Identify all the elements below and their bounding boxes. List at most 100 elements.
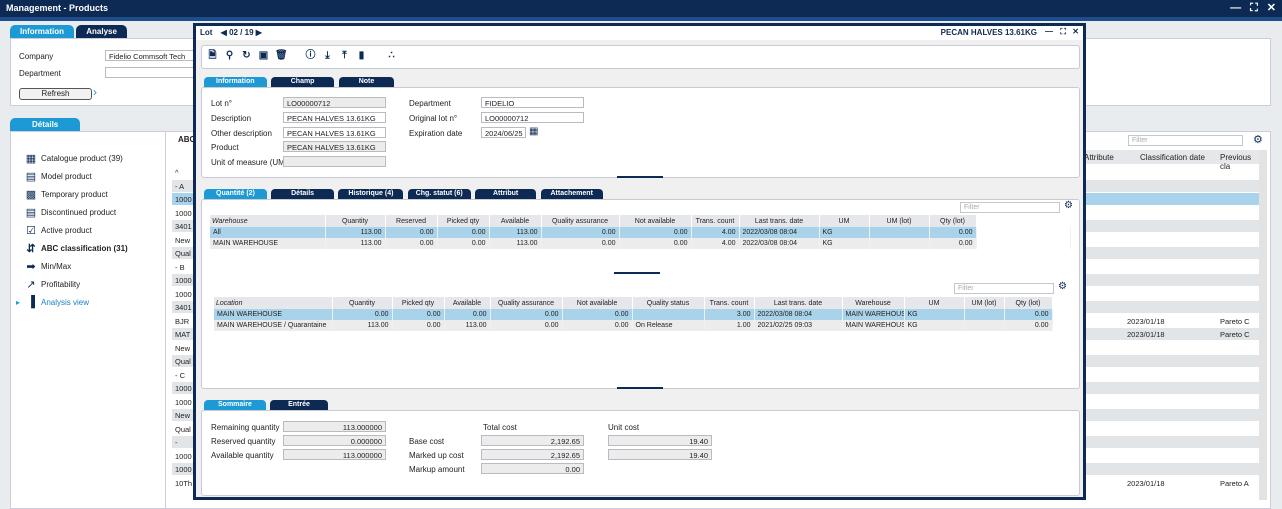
minimize-icon[interactable]: — [1230, 2, 1242, 14]
table-row[interactable]: 1000 [172, 288, 1259, 300]
tab-information[interactable]: Information [10, 25, 74, 38]
table-row[interactable]: New [172, 234, 1259, 246]
grid-header-7[interactable]: Trans. count [704, 297, 755, 309]
new-document-icon[interactable]: 🗎 [208, 50, 217, 61]
tab-attribut[interactable]: Attribut [474, 189, 537, 200]
grid-row[interactable]: MAIN WAREHOUSE / Quarantaine 113.00 0.00 11… [214, 320, 1053, 331]
tab-lot-champ[interactable]: Champ [270, 77, 335, 88]
close-icon[interactable]: ✕ [1266, 2, 1276, 14]
chevron-right-icon[interactable]: › [93, 85, 97, 99]
location-grid-gear-icon[interactable]: ⚙ [1058, 281, 1067, 292]
sidebar-item-0[interactable]: ▦ Catalogue product (39) [25, 152, 123, 165]
grid-header-0[interactable]: Location [214, 297, 333, 309]
tab-sommaire[interactable]: Sommaire [204, 400, 266, 411]
info-icon[interactable]: ⓘ [305, 50, 316, 61]
sidebar-item-3[interactable]: ▤ Discontinued product [25, 206, 116, 219]
tab-details[interactable]: Détails [10, 118, 81, 131]
grid-header-9[interactable]: UM [819, 215, 870, 227]
sidebar-item-7[interactable]: ↗ Profitability [25, 278, 80, 291]
table-row[interactable]: New [172, 342, 1259, 354]
modal-minimize-icon[interactable]: — [1045, 27, 1053, 36]
uom-field[interactable] [283, 156, 386, 167]
grid-header-5[interactable]: Not available [562, 297, 633, 309]
trash-icon[interactable]: 🗑 [275, 50, 288, 61]
expiration-date-field[interactable]: 2024/06/25 [481, 127, 526, 138]
grid-header-9[interactable]: Warehouse [842, 297, 905, 309]
grid-header-7[interactable]: Trans. count [691, 215, 740, 227]
warehouse-grid-gear-icon[interactable]: ⚙ [1064, 200, 1073, 211]
tab-lot-note[interactable]: Note [338, 77, 395, 88]
grid-header-6[interactable]: Quality status [632, 297, 705, 309]
sidebar-item-2[interactable]: ▩ Temporary product [25, 188, 108, 201]
table-row[interactable]: 10Th 2023/01/18 Pareto A [172, 477, 1259, 489]
tab-analyse[interactable]: Analyse [76, 25, 127, 38]
grid-header-2[interactable]: Picked qty [392, 297, 445, 309]
tab-details[interactable]: Détails [271, 189, 335, 200]
location-filter-input[interactable]: Filter [954, 283, 1054, 294]
tab-historique[interactable]: Historique (4) [338, 189, 404, 200]
grid-row[interactable]: MAIN WAREHOUSE 0.00 0.00 0.00 0.00 0.00 3.00 20… [214, 309, 1053, 320]
other-description-field[interactable]: PECAN HALVES 13.61KG [283, 127, 386, 138]
grid-header-2[interactable]: Reserved [385, 215, 438, 227]
tab-attachement[interactable]: Attachement [540, 189, 603, 200]
tab-chg-statut[interactable]: Chg. statut (6) [407, 189, 471, 200]
grid-header-6[interactable]: Not available [619, 215, 692, 227]
table-scrollbar[interactable] [1259, 150, 1267, 500]
grid-header-1[interactable]: Quantity [332, 297, 393, 309]
download-icon[interactable]: ⤓ [325, 50, 330, 61]
col-attribute[interactable]: Attribute [1084, 153, 1114, 162]
grid-row[interactable]: All 113.00 0.00 0.00 113.00 0.00 0.00 4.00 2022/… [210, 227, 1071, 238]
col-classification-date[interactable]: Classification date [1140, 153, 1205, 162]
grid-header-11[interactable]: Qty (lot) [929, 215, 977, 227]
table-filter-input[interactable]: Filter [1128, 135, 1243, 146]
maximize-icon[interactable]: ⛶ [1250, 2, 1258, 14]
description-field[interactable]: PECAN HALVES 13.61KG [283, 112, 386, 123]
table-row[interactable]: 1000 [172, 207, 1259, 219]
product-field[interactable]: PECAN HALVES 13.61KG [283, 141, 386, 152]
hierarchy-icon[interactable]: ∴ [388, 50, 395, 61]
grid-header-12[interactable]: Qty (lot) [1004, 297, 1053, 309]
sidebar-item-5[interactable]: ⇵ ABC classification (31) [25, 242, 127, 255]
tab-lot-information[interactable]: Information [204, 77, 267, 88]
grid-header-1[interactable]: Quantity [325, 215, 386, 227]
company-field[interactable]: Fidelio Commsoft Tech [105, 50, 205, 61]
sidebar-item-4[interactable]: ☑ Active product [25, 224, 92, 237]
expand-arrow-icon[interactable]: ▸ [16, 297, 21, 307]
refresh-icon[interactable]: ↻ [242, 50, 251, 61]
modal-maximize-icon[interactable]: ⛶ [1060, 27, 1066, 36]
calendar-icon[interactable]: ▦ [529, 126, 539, 137]
table-row[interactable]: ^ [172, 166, 1259, 178]
grid-header-10[interactable]: UM (lot) [869, 215, 930, 227]
prev-record-icon[interactable]: ◀ [220, 28, 227, 37]
lot-number-field[interactable]: LO00000712 [283, 97, 386, 108]
table-row[interactable]: 1000 [172, 450, 1259, 462]
department-field[interactable] [105, 67, 205, 78]
grid-header-4[interactable]: Available [489, 215, 542, 227]
refresh-button[interactable]: Refresh [19, 88, 92, 100]
grid-header-11[interactable]: UM (lot) [964, 297, 1005, 309]
table-row[interactable]: Qual [172, 423, 1259, 435]
grid-header-3[interactable]: Available [444, 297, 491, 309]
grid-header-3[interactable]: Picked qty [437, 215, 490, 227]
upload-icon[interactable]: ⤒ [342, 50, 347, 61]
next-record-icon[interactable]: ▶ [255, 28, 262, 37]
grid-header-0[interactable]: Warehouse [210, 215, 326, 227]
signal-bars-icon[interactable]: ▮ [358, 50, 365, 61]
grid-row[interactable]: MAIN WAREHOUSE 113.00 0.00 0.00 113.00 0.00 0.… [210, 238, 1071, 249]
grid-splitter-handle[interactable] [614, 272, 660, 274]
sidebar-item-1[interactable]: ▤ Model product [25, 170, 92, 183]
grid-header-4[interactable]: Quality assurance [490, 297, 563, 309]
lot-department-field[interactable]: FIDELIO [481, 97, 584, 108]
search-icon[interactable]: ⚲ [225, 50, 234, 61]
warehouse-filter-input[interactable]: Filter [960, 202, 1060, 213]
grid-header-5[interactable]: Quality assurance [541, 215, 620, 227]
table-row[interactable]: BJR 2023/01/18 Pareto C [172, 315, 1259, 327]
save-icon[interactable]: ▣ [258, 50, 269, 61]
modal-close-icon[interactable]: ✕ [1072, 27, 1079, 36]
sidebar-item-8[interactable]: ▸ ▐ Analysis view [16, 296, 89, 308]
grid-header-8[interactable]: Last trans. date [754, 297, 843, 309]
col-previous-classification[interactable]: Previous cla [1220, 153, 1252, 171]
tab-quantite[interactable]: Quantité (2) [204, 189, 267, 200]
original-lot-field[interactable]: LO00000712 [481, 112, 584, 123]
table-settings-gear-icon[interactable]: ⚙ [1253, 134, 1263, 146]
